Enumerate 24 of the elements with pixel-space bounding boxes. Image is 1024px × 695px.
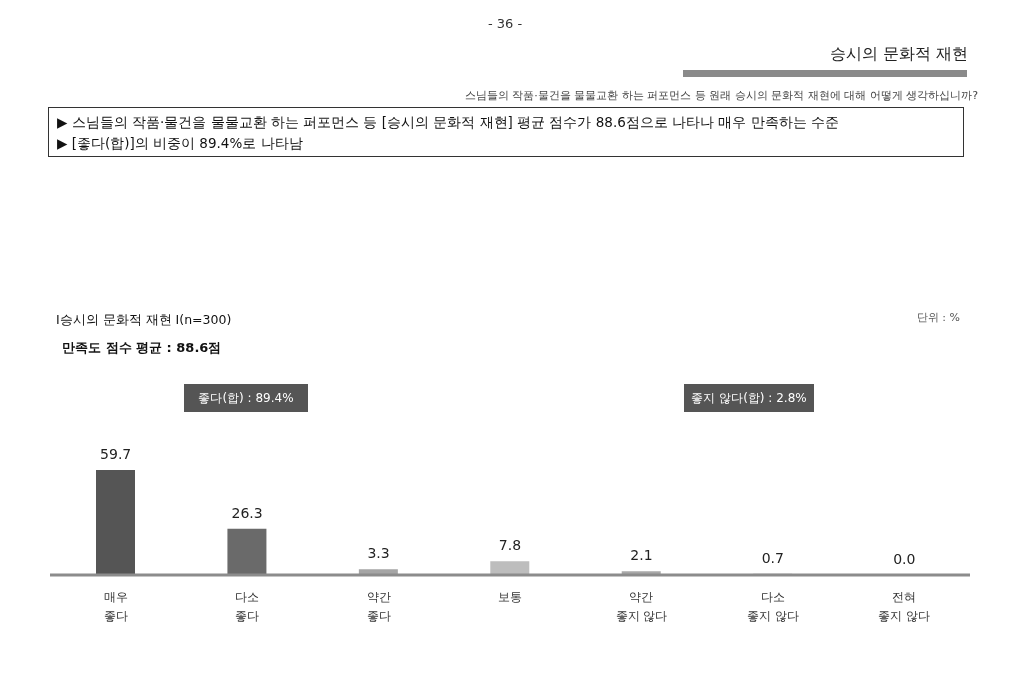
text: 스님들의 작품·물건을 물물교환 하는 퍼포먼스 등 원래 승시의 문화적 재현에 대해 어떻게 생각하십니까? xyxy=(464,88,978,103)
text: 승시의 문화적 재현 xyxy=(829,44,968,65)
data-label: 59.7 xyxy=(99,446,133,462)
data-label: 0.0 xyxy=(892,551,917,567)
x-tick-label: 약간 좋지 않다 xyxy=(615,590,668,623)
text: - 36 - xyxy=(488,16,523,31)
data-label: 26.3 xyxy=(230,504,264,521)
chart-title: I승시의 문화적 재현 I(n=300) xyxy=(56,312,232,329)
text: 좋지 않다(합) : 2.8% xyxy=(684,384,814,412)
text: 단위 : % xyxy=(916,310,960,325)
data-label: 0.7 xyxy=(760,549,785,566)
text: 좋다(합) : 89.4% xyxy=(184,384,308,412)
text: ▶ [좋다(합)]의 비중이 89.4%로 나타남 xyxy=(57,134,304,153)
x-tick-label: 다소 좋지 않다 xyxy=(746,590,799,623)
data-label: 7.8 xyxy=(497,537,523,554)
x-tick-label: 약간 좋다 xyxy=(366,590,391,623)
x-tick-label: 매우 좋다 xyxy=(103,590,128,623)
text: ▶ 스님들의 작품·물건을 물물교환 하는 퍼포먼스 등 [승시의 문화적 재현] 평균 점수가 88.6점으로 나타나 매우 만족하는 수준 xyxy=(57,113,840,132)
data-label: 3.3 xyxy=(366,545,391,562)
chart-subtitle: 만족도 점수 평균 : 88.6점 xyxy=(62,339,222,357)
x-tick-label: 전혀 좋지 않다 xyxy=(878,590,931,623)
x-tick-label: 보통 xyxy=(498,590,522,604)
x-tick-label: 다소 좋다 xyxy=(235,590,260,623)
data-label: 2.1 xyxy=(629,547,654,564)
